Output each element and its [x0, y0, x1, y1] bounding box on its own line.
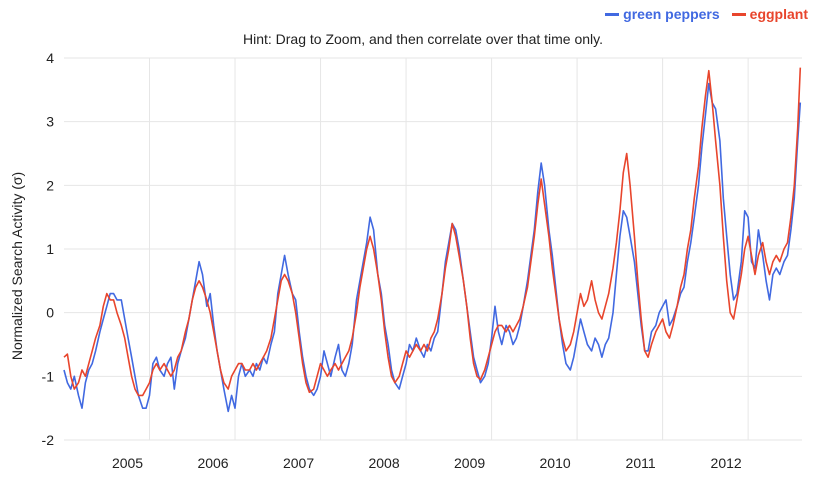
series-line-green-peppers[interactable] — [63, 82, 802, 413]
series-lines — [63, 67, 802, 413]
y-tick-label: 3 — [46, 114, 54, 130]
y-axis-label: Normalized Search Activity (σ) — [9, 172, 25, 360]
x-tick-label: 2006 — [197, 455, 228, 471]
y-tick-label: 2 — [46, 177, 54, 193]
x-tick-label: 2008 — [368, 455, 399, 471]
y-tick-label: -1 — [42, 368, 55, 384]
legend-label-eggplant: eggplant — [749, 6, 808, 22]
zoom-hint: Hint: Drag to Zoom, and then correlate o… — [242, 31, 604, 47]
legend-swatch-green-peppers — [605, 12, 620, 16]
y-tick-label: -2 — [42, 432, 55, 448]
x-tick-label: 2009 — [454, 455, 485, 471]
legend-item-eggplant[interactable]: eggplant — [731, 6, 808, 22]
x-tick-label: 2007 — [283, 455, 314, 471]
legend-item-green-peppers[interactable]: green peppers — [605, 6, 720, 22]
x-tick-label: 2010 — [540, 455, 571, 471]
x-tick-label: 2012 — [711, 455, 742, 471]
y-tick-label: 0 — [46, 305, 54, 321]
gridlines — [64, 57, 802, 441]
x-tick-label: 2011 — [626, 455, 656, 471]
legend: green peppers eggplant — [605, 6, 808, 22]
legend-label-green-peppers: green peppers — [623, 6, 720, 22]
y-axis-ticks: -2 -1 0 1 2 3 4 — [42, 50, 55, 448]
y-tick-label: 1 — [46, 241, 54, 257]
x-tick-label: 2005 — [112, 455, 143, 471]
x-axis-ticks: 2005 2006 2007 2008 2009 2010 2011 2012 — [112, 455, 742, 471]
series-line-eggplant[interactable] — [63, 67, 802, 397]
legend-swatch-eggplant — [731, 12, 746, 16]
y-tick-label: 4 — [46, 50, 54, 66]
